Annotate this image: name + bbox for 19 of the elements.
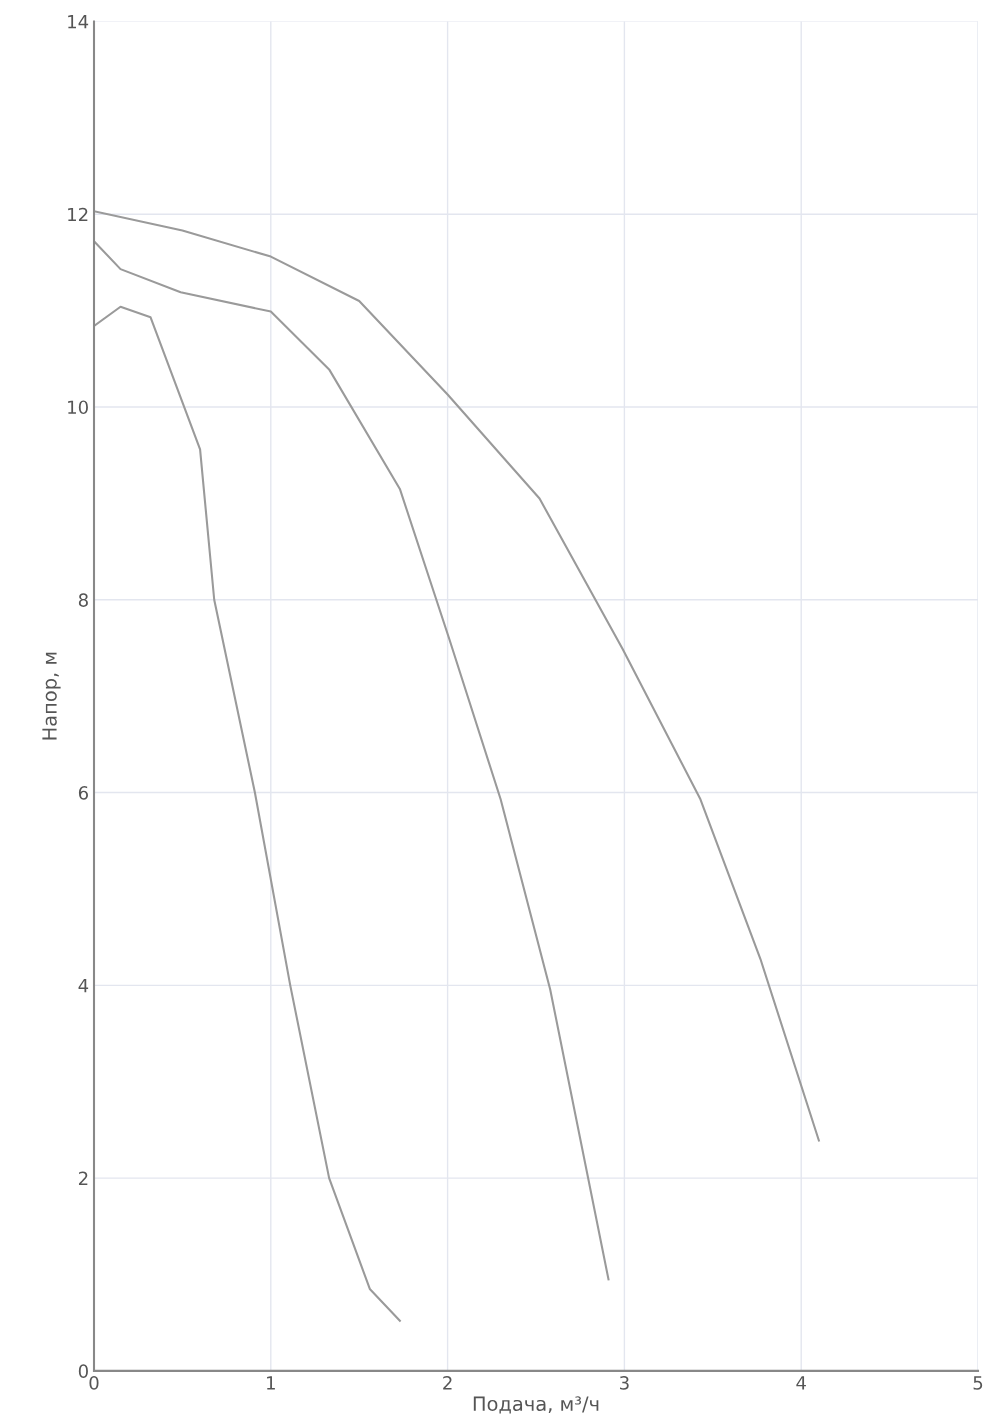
x-axis-title: Подача, м³/ч — [473, 1396, 599, 1414]
x-tick-label: 4 — [796, 1376, 806, 1390]
line-series — [94, 210, 820, 1142]
line-series — [94, 240, 610, 1281]
y-tick-label: 12 — [68, 207, 88, 222]
x-tick-label: 0 — [89, 1376, 99, 1390]
line-series — [94, 305, 401, 1322]
y-tick-label: 0 — [78, 1364, 88, 1378]
y-tick-label: 4 — [78, 979, 89, 993]
y-axis-title: Напор, м — [42, 652, 61, 740]
y-tick-label: 10 — [68, 400, 88, 415]
x-tick-label: 5 — [973, 1376, 983, 1390]
x-tick-label: 1 — [267, 1376, 275, 1390]
x-tick-label: 2 — [443, 1376, 452, 1390]
x-tick-label: 3 — [620, 1376, 629, 1390]
y-tick-label: 8 — [78, 593, 88, 607]
y-tick-label: 14 — [68, 15, 89, 29]
y-tick-label: 6 — [78, 786, 88, 800]
y-tick-label: 2 — [78, 1171, 88, 1185]
